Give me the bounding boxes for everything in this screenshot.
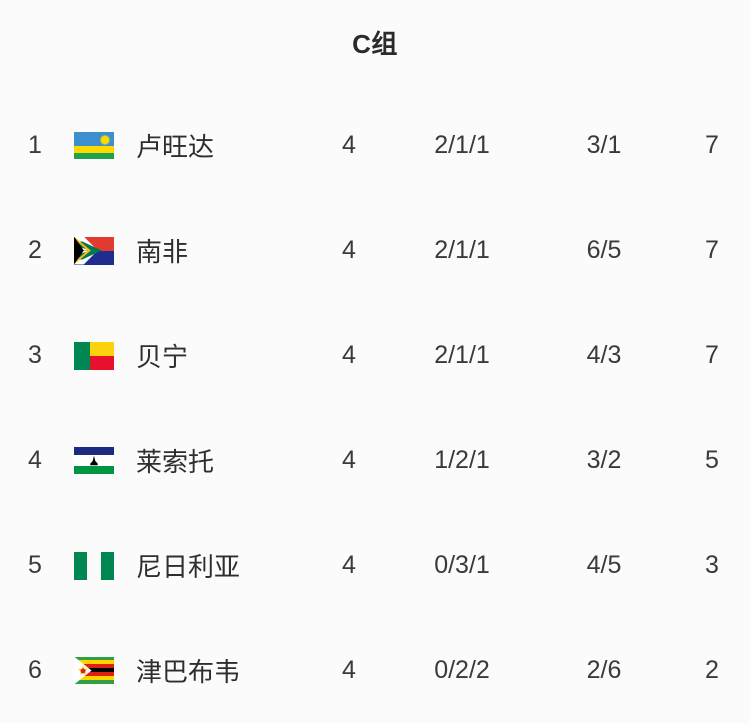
nigeria-flag-icon [74, 551, 114, 580]
table-row[interactable]: 3 贝宁 4 2/1/1 4/3 7 [0, 303, 750, 408]
row-played: 4 [342, 656, 356, 684]
lesotho-flag-cell [74, 408, 118, 513]
row-win-draw-loss: 0/2/2 [434, 656, 490, 684]
row-played: 4 [342, 131, 356, 159]
row-team-name[interactable]: 莱索托 [136, 447, 215, 477]
row-played: 4 [342, 236, 356, 264]
rwanda-flag-icon [74, 131, 114, 160]
row-win-draw-loss: 0/3/1 [434, 551, 490, 579]
table-row[interactable]: 4 莱索托 4 1/2/1 3/2 5 [0, 408, 750, 513]
south-africa-flag-cell [74, 198, 118, 303]
table-row[interactable]: 2 南非 4 2/1/1 6/5 7 [0, 198, 750, 303]
row-rank: 3 [28, 341, 42, 369]
row-played: 4 [342, 341, 356, 369]
row-goals: 6/5 [586, 236, 622, 264]
row-team-name[interactable]: 尼日利亚 [136, 552, 241, 582]
row-points: 5 [705, 446, 719, 474]
standings-table: 1 卢旺达 4 2/1/1 3/1 7 2 [0, 93, 750, 723]
row-win-draw-loss: 2/1/1 [434, 131, 490, 159]
row-goals: 3/1 [586, 131, 622, 159]
row-win-draw-loss: 1/2/1 [434, 446, 490, 474]
row-goals: 4/3 [586, 341, 622, 369]
zimbabwe-flag-icon [74, 656, 114, 685]
row-team-name[interactable]: 贝宁 [136, 342, 189, 372]
row-played: 4 [342, 446, 356, 474]
row-rank: 4 [28, 446, 42, 474]
zimbabwe-flag-cell [74, 618, 118, 723]
row-points: 7 [705, 341, 719, 369]
row-team-name[interactable]: 津巴布韦 [136, 657, 241, 687]
row-points: 3 [705, 551, 719, 579]
row-points: 7 [705, 236, 719, 264]
row-goals: 3/2 [586, 446, 622, 474]
page-title: C组 [352, 29, 398, 59]
row-rank: 1 [28, 131, 42, 159]
row-rank: 5 [28, 551, 42, 579]
south-africa-flag-icon [74, 236, 114, 265]
row-rank: 2 [28, 236, 42, 264]
row-goals: 4/5 [586, 551, 622, 579]
lesotho-flag-icon [74, 446, 114, 475]
table-row[interactable]: 1 卢旺达 4 2/1/1 3/1 7 [0, 93, 750, 198]
row-played: 4 [342, 551, 356, 579]
row-points: 7 [705, 131, 719, 159]
table-row[interactable]: 6 津巴布韦 4 0/2/2 2/6 2 [0, 618, 750, 723]
table-row[interactable]: 5 尼日利亚 4 0/3/1 4/5 3 [0, 513, 750, 618]
nigeria-flag-cell [74, 513, 118, 618]
row-rank: 6 [28, 656, 42, 684]
row-win-draw-loss: 2/1/1 [434, 341, 490, 369]
benin-flag-icon [74, 341, 114, 370]
row-team-name[interactable]: 卢旺达 [136, 132, 215, 162]
rwanda-flag-cell [74, 93, 118, 198]
row-team-name[interactable]: 南非 [136, 237, 189, 267]
row-points: 2 [705, 656, 719, 684]
row-win-draw-loss: 2/1/1 [434, 236, 490, 264]
row-goals: 2/6 [586, 656, 622, 684]
benin-flag-cell [74, 303, 118, 408]
